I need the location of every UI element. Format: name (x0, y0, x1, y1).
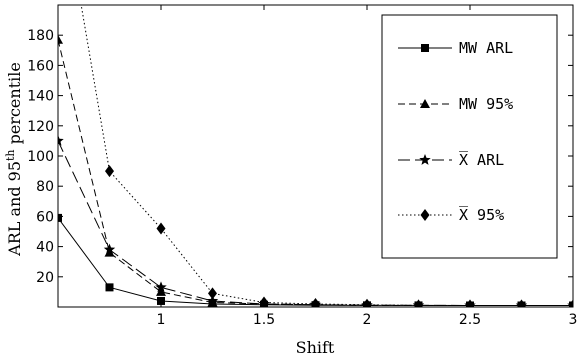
y-axis-ticks: 20 40 60 80 100 120 140 160 180 (27, 28, 573, 286)
legend-label: X̅ ARL (459, 150, 504, 169)
y-tick-label: 140 (27, 89, 54, 105)
plot-frame (57, 4, 574, 308)
y-tick-label: 80 (36, 179, 54, 195)
x-axis-title: Shift (296, 338, 335, 357)
square-marker (105, 283, 114, 292)
diamond-marker (568, 299, 573, 307)
square-marker (58, 213, 62, 222)
legend-label: MW ARL (459, 39, 513, 57)
legend-star-marker (419, 154, 431, 165)
y-tick-label: 180 (27, 28, 54, 44)
diamond-marker (208, 287, 217, 300)
y-tick-label: 160 (27, 58, 54, 74)
y-axis-title: ARL and 95th percentile (4, 62, 25, 257)
y-tick-label: 40 (36, 240, 54, 256)
star-marker (58, 134, 64, 146)
x-tick-label: 1 (157, 312, 166, 328)
diamond-marker (362, 298, 372, 307)
y-tick-label: 20 (36, 270, 54, 286)
y-tick-label: 60 (36, 209, 54, 225)
legend-box (381, 14, 558, 259)
diamond-marker (156, 222, 166, 235)
x-tick-label: 2 (363, 312, 372, 328)
plot-area (58, 5, 573, 307)
star-marker (155, 281, 167, 293)
star-marker (206, 294, 219, 306)
x-tick-label: 2.5 (459, 312, 481, 328)
legend-diamond-marker (420, 209, 430, 221)
triangle-marker (156, 286, 166, 296)
legend: MW ARL MW 95% X̅ ARL X̅ 95% (381, 14, 558, 259)
diamond-marker (259, 296, 269, 307)
y-tick-label: 120 (27, 119, 54, 135)
diamond-marker (517, 299, 526, 307)
series-diamond (80, 5, 573, 307)
diamond-marker (105, 165, 114, 178)
legend-triangle-marker (420, 99, 430, 108)
star-marker (103, 243, 116, 255)
x-tick-label: 1.5 (253, 312, 275, 328)
triangle-marker (58, 34, 63, 44)
legend-label: X̅ 95% (459, 205, 504, 224)
y-tick-label: 100 (27, 149, 54, 165)
square-marker (157, 296, 165, 305)
x-tick-label: 3 (569, 312, 578, 328)
diamond-marker (414, 299, 423, 307)
diamond-marker (311, 297, 320, 307)
diamond-marker (465, 299, 475, 307)
legend-square-marker (421, 44, 429, 52)
legend-label: MW 95% (459, 95, 513, 113)
